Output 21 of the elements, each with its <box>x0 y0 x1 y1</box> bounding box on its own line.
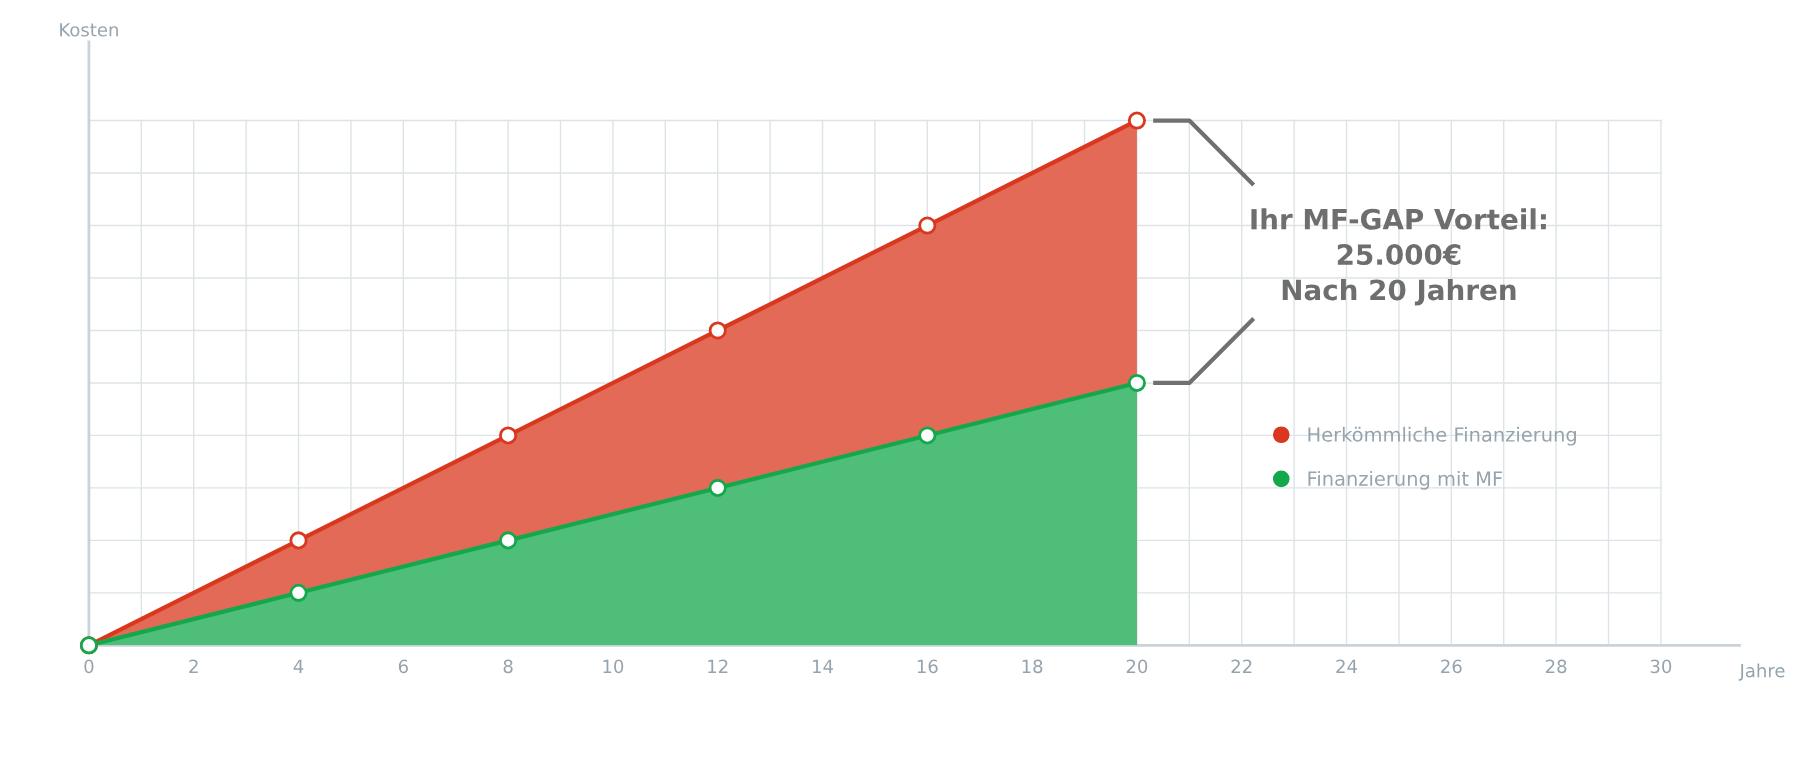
x-tick-label: 14 <box>813 659 833 673</box>
x-tick-label: 0 <box>84 659 94 674</box>
y-axis-title: Kosten <box>60 23 118 37</box>
x-tick-label: 24 <box>1336 659 1357 673</box>
x-tick-label: 26 <box>1441 659 1462 674</box>
x-tick-label: 18 <box>1022 659 1043 674</box>
x-tick-label: 28 <box>1545 659 1567 674</box>
x-tick-label: 12 <box>708 659 728 673</box>
legend-label: Finanzierung mit MF <box>1308 470 1503 490</box>
x-tick-label: 10 <box>603 659 624 674</box>
x-tick-label: 20 <box>1126 659 1148 674</box>
x-tick-label: 2 <box>189 659 198 673</box>
x-tick-label: 22 <box>1231 659 1252 673</box>
x-tick-label: 6 <box>398 659 408 674</box>
x-tick-label: 16 <box>917 659 938 674</box>
legend-label: Herkömmliche Finanzierung <box>1308 426 1576 446</box>
x-tick-label: 4 <box>293 659 304 673</box>
x-axis-title: Jahre <box>1738 663 1785 681</box>
annotation: Ihr MF-GAP Vorteil: 25.000€ Nach 20 Jahren <box>1251 208 1546 306</box>
x-tick-label: 30 <box>1650 659 1672 674</box>
x-tick-label: 8 <box>503 659 513 674</box>
